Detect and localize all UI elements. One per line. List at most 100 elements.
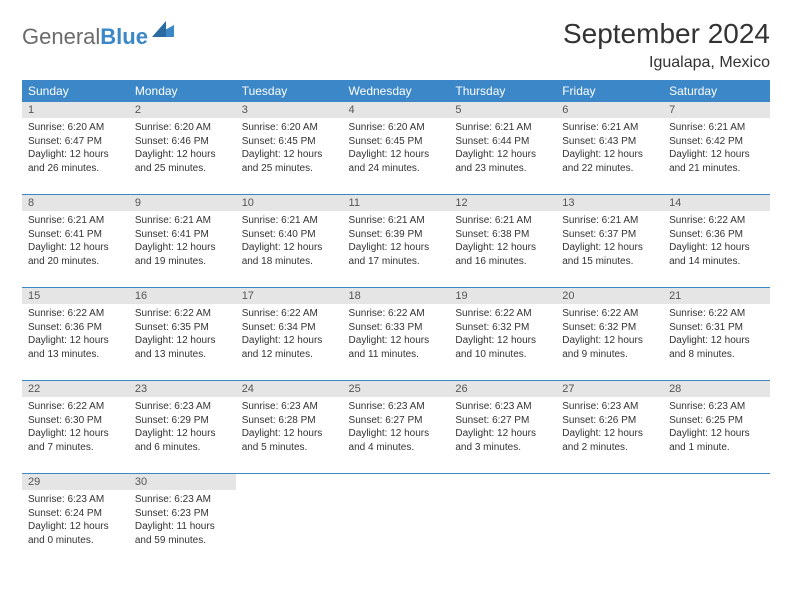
sunrise-text: Sunrise: 6:21 AM bbox=[242, 214, 337, 228]
calendar-cell: 30Sunrise: 6:23 AMSunset: 6:23 PMDayligh… bbox=[129, 474, 236, 567]
sunset-text: Sunset: 6:32 PM bbox=[455, 321, 550, 335]
calendar-body: 1Sunrise: 6:20 AMSunset: 6:47 PMDaylight… bbox=[22, 102, 770, 566]
calendar-cell: 6Sunrise: 6:21 AMSunset: 6:43 PMDaylight… bbox=[556, 102, 663, 195]
calendar-cell: 12Sunrise: 6:21 AMSunset: 6:38 PMDayligh… bbox=[449, 195, 556, 288]
sunset-text: Sunset: 6:31 PM bbox=[669, 321, 764, 335]
page-title: September 2024 bbox=[563, 18, 770, 50]
day-details: Sunrise: 6:23 AMSunset: 6:24 PMDaylight:… bbox=[22, 490, 129, 550]
sunrise-text: Sunrise: 6:23 AM bbox=[135, 400, 230, 414]
daylight-text-1: Daylight: 12 hours bbox=[28, 148, 123, 162]
day-number: 17 bbox=[236, 288, 343, 304]
day-details: Sunrise: 6:20 AMSunset: 6:45 PMDaylight:… bbox=[236, 118, 343, 178]
logo: GeneralBlue bbox=[22, 18, 174, 50]
day-details: Sunrise: 6:22 AMSunset: 6:36 PMDaylight:… bbox=[663, 211, 770, 271]
day-details: Sunrise: 6:21 AMSunset: 6:41 PMDaylight:… bbox=[129, 211, 236, 271]
daylight-text-2: and 13 minutes. bbox=[135, 348, 230, 362]
calendar-cell: 15Sunrise: 6:22 AMSunset: 6:36 PMDayligh… bbox=[22, 288, 129, 381]
daylight-text-1: Daylight: 12 hours bbox=[242, 334, 337, 348]
sunrise-text: Sunrise: 6:22 AM bbox=[28, 307, 123, 321]
calendar-cell: 20Sunrise: 6:22 AMSunset: 6:32 PMDayligh… bbox=[556, 288, 663, 381]
sunrise-text: Sunrise: 6:23 AM bbox=[242, 400, 337, 414]
calendar-row: 15Sunrise: 6:22 AMSunset: 6:36 PMDayligh… bbox=[22, 288, 770, 381]
sunrise-text: Sunrise: 6:23 AM bbox=[135, 493, 230, 507]
daylight-text-1: Daylight: 12 hours bbox=[349, 148, 444, 162]
day-details: Sunrise: 6:23 AMSunset: 6:28 PMDaylight:… bbox=[236, 397, 343, 457]
daylight-text-1: Daylight: 12 hours bbox=[135, 427, 230, 441]
day-number: 4 bbox=[343, 102, 450, 118]
sunrise-text: Sunrise: 6:23 AM bbox=[349, 400, 444, 414]
sunrise-text: Sunrise: 6:22 AM bbox=[135, 307, 230, 321]
daylight-text-1: Daylight: 12 hours bbox=[135, 148, 230, 162]
weekday-header: Monday bbox=[129, 80, 236, 102]
daylight-text-1: Daylight: 12 hours bbox=[669, 334, 764, 348]
calendar-cell: 24Sunrise: 6:23 AMSunset: 6:28 PMDayligh… bbox=[236, 381, 343, 474]
sunrise-text: Sunrise: 6:21 AM bbox=[28, 214, 123, 228]
weekday-header: Friday bbox=[556, 80, 663, 102]
daylight-text-1: Daylight: 12 hours bbox=[669, 427, 764, 441]
calendar-cell: 8Sunrise: 6:21 AMSunset: 6:41 PMDaylight… bbox=[22, 195, 129, 288]
calendar-row: 8Sunrise: 6:21 AMSunset: 6:41 PMDaylight… bbox=[22, 195, 770, 288]
sunrise-text: Sunrise: 6:22 AM bbox=[349, 307, 444, 321]
day-details: Sunrise: 6:23 AMSunset: 6:27 PMDaylight:… bbox=[343, 397, 450, 457]
day-details: Sunrise: 6:22 AMSunset: 6:36 PMDaylight:… bbox=[22, 304, 129, 364]
day-number: 28 bbox=[663, 381, 770, 397]
sunset-text: Sunset: 6:40 PM bbox=[242, 228, 337, 242]
daylight-text-2: and 18 minutes. bbox=[242, 255, 337, 269]
calendar-cell: 14Sunrise: 6:22 AMSunset: 6:36 PMDayligh… bbox=[663, 195, 770, 288]
daylight-text-1: Daylight: 12 hours bbox=[349, 427, 444, 441]
daylight-text-1: Daylight: 12 hours bbox=[242, 241, 337, 255]
day-details: Sunrise: 6:23 AMSunset: 6:27 PMDaylight:… bbox=[449, 397, 556, 457]
sunset-text: Sunset: 6:25 PM bbox=[669, 414, 764, 428]
day-details: Sunrise: 6:21 AMSunset: 6:37 PMDaylight:… bbox=[556, 211, 663, 271]
daylight-text-1: Daylight: 12 hours bbox=[135, 334, 230, 348]
daylight-text-2: and 5 minutes. bbox=[242, 441, 337, 455]
sunrise-text: Sunrise: 6:22 AM bbox=[242, 307, 337, 321]
sunrise-text: Sunrise: 6:21 AM bbox=[455, 214, 550, 228]
day-number: 15 bbox=[22, 288, 129, 304]
calendar-cell: 18Sunrise: 6:22 AMSunset: 6:33 PMDayligh… bbox=[343, 288, 450, 381]
daylight-text-1: Daylight: 12 hours bbox=[242, 427, 337, 441]
calendar-cell: 25Sunrise: 6:23 AMSunset: 6:27 PMDayligh… bbox=[343, 381, 450, 474]
daylight-text-2: and 11 minutes. bbox=[349, 348, 444, 362]
calendar-cell: 11Sunrise: 6:21 AMSunset: 6:39 PMDayligh… bbox=[343, 195, 450, 288]
sunrise-text: Sunrise: 6:21 AM bbox=[349, 214, 444, 228]
sunset-text: Sunset: 6:34 PM bbox=[242, 321, 337, 335]
sunset-text: Sunset: 6:45 PM bbox=[242, 135, 337, 149]
title-block: September 2024 Igualapa, Mexico bbox=[563, 18, 770, 72]
day-number: 8 bbox=[22, 195, 129, 211]
day-details: Sunrise: 6:21 AMSunset: 6:39 PMDaylight:… bbox=[343, 211, 450, 271]
daylight-text-2: and 21 minutes. bbox=[669, 162, 764, 176]
sunrise-text: Sunrise: 6:21 AM bbox=[455, 121, 550, 135]
day-details: Sunrise: 6:22 AMSunset: 6:31 PMDaylight:… bbox=[663, 304, 770, 364]
header: GeneralBlue September 2024 Igualapa, Mex… bbox=[22, 18, 770, 72]
weekday-header: Tuesday bbox=[236, 80, 343, 102]
sunset-text: Sunset: 6:27 PM bbox=[349, 414, 444, 428]
sunset-text: Sunset: 6:29 PM bbox=[135, 414, 230, 428]
daylight-text-1: Daylight: 12 hours bbox=[562, 427, 657, 441]
calendar-row: 1Sunrise: 6:20 AMSunset: 6:47 PMDaylight… bbox=[22, 102, 770, 195]
sunset-text: Sunset: 6:43 PM bbox=[562, 135, 657, 149]
sunset-text: Sunset: 6:27 PM bbox=[455, 414, 550, 428]
daylight-text-1: Daylight: 12 hours bbox=[28, 427, 123, 441]
day-details: Sunrise: 6:22 AMSunset: 6:35 PMDaylight:… bbox=[129, 304, 236, 364]
day-details: Sunrise: 6:23 AMSunset: 6:25 PMDaylight:… bbox=[663, 397, 770, 457]
sunset-text: Sunset: 6:30 PM bbox=[28, 414, 123, 428]
sunrise-text: Sunrise: 6:22 AM bbox=[28, 400, 123, 414]
daylight-text-1: Daylight: 12 hours bbox=[28, 241, 123, 255]
calendar-cell: 13Sunrise: 6:21 AMSunset: 6:37 PMDayligh… bbox=[556, 195, 663, 288]
sunset-text: Sunset: 6:39 PM bbox=[349, 228, 444, 242]
day-number: 12 bbox=[449, 195, 556, 211]
sunset-text: Sunset: 6:23 PM bbox=[135, 507, 230, 521]
day-details: Sunrise: 6:20 AMSunset: 6:46 PMDaylight:… bbox=[129, 118, 236, 178]
day-number: 21 bbox=[663, 288, 770, 304]
calendar-cell bbox=[236, 474, 343, 567]
weekday-header-row: Sunday Monday Tuesday Wednesday Thursday… bbox=[22, 80, 770, 102]
sunset-text: Sunset: 6:33 PM bbox=[349, 321, 444, 335]
daylight-text-1: Daylight: 12 hours bbox=[28, 520, 123, 534]
sunrise-text: Sunrise: 6:22 AM bbox=[455, 307, 550, 321]
weekday-header: Thursday bbox=[449, 80, 556, 102]
daylight-text-2: and 23 minutes. bbox=[455, 162, 550, 176]
weekday-header: Wednesday bbox=[343, 80, 450, 102]
sunrise-text: Sunrise: 6:21 AM bbox=[135, 214, 230, 228]
calendar-cell bbox=[663, 474, 770, 567]
